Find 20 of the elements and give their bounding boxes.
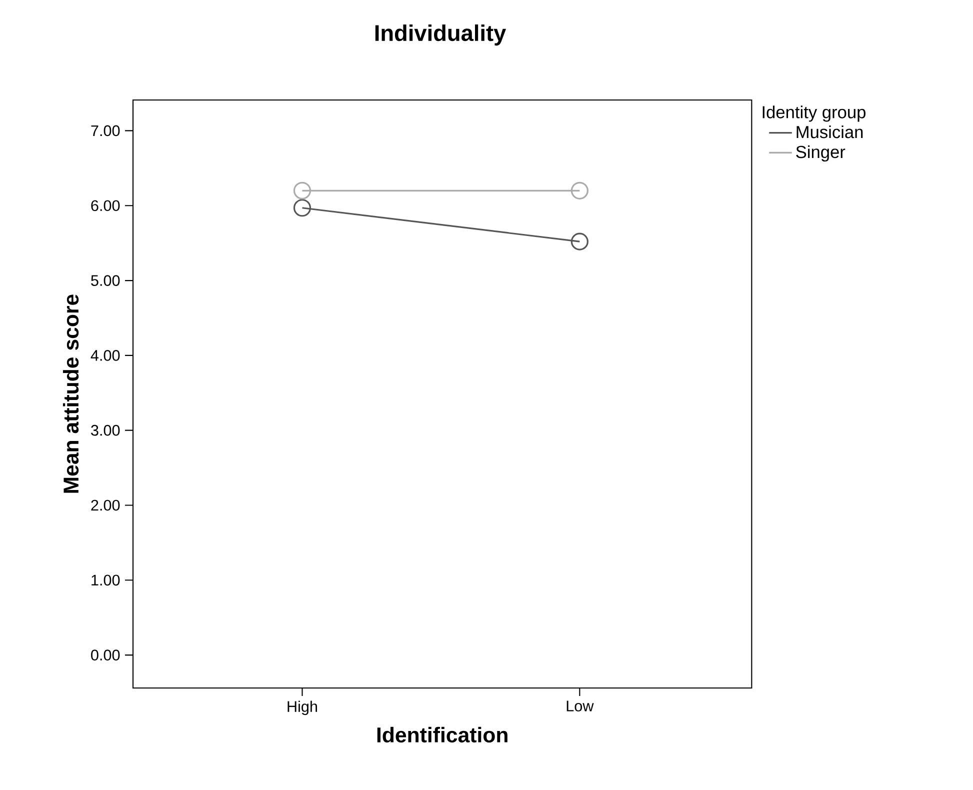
y-tick-label: 5.00: [91, 275, 120, 286]
x-tick-label: High: [288, 700, 317, 716]
x-axis-title: Identification: [377, 726, 508, 743]
y-tick-label: 6.00: [91, 200, 120, 212]
y-tick-label: 0.00: [91, 650, 120, 660]
x-tick-label: Low: [566, 700, 594, 712]
point: [293, 199, 312, 217]
y-tick-label: 7.00: [91, 125, 120, 136]
chart-title: Individuality: [375, 24, 506, 46]
y-tick-label: 4.00: [90, 350, 120, 361]
legend-label: Singer: [796, 145, 846, 162]
y-tick-label: 1.00: [92, 574, 120, 586]
point: [570, 182, 588, 200]
y-axis-title: Mean attitude score: [62, 294, 79, 493]
point: [293, 182, 312, 200]
point: [570, 232, 588, 250]
legend-title: Identity group: [762, 106, 866, 122]
y-tick-label: 2.00: [91, 500, 120, 511]
legend-label: Musician: [796, 125, 863, 138]
y-tick-label: 3.00: [91, 424, 120, 436]
